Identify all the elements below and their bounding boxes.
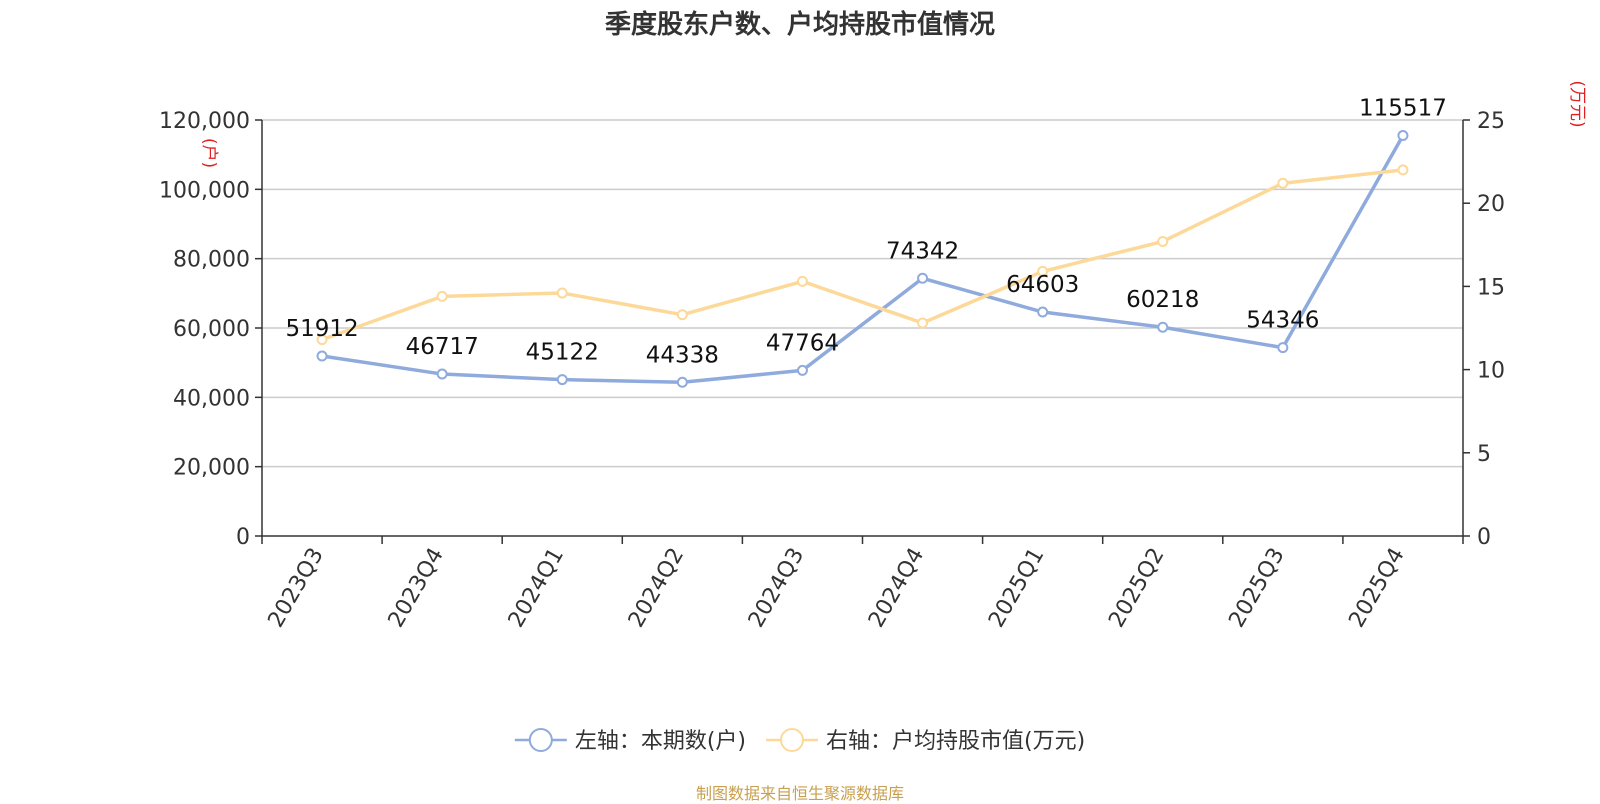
series-1-point <box>316 350 328 362</box>
data-label: 64603 <box>1006 272 1079 298</box>
legend[interactable]: 左轴：本期数(户) 右轴：户均持股市值(万元) <box>514 728 1085 754</box>
data-label: 51912 <box>285 316 358 342</box>
series-2-point <box>316 334 328 346</box>
grid-lines <box>262 119 1463 468</box>
left-axis-tick-label: 20,000 <box>173 456 250 481</box>
series-2-point <box>796 275 808 287</box>
series-2-point <box>556 287 568 299</box>
series-1-point <box>556 374 568 386</box>
left-axis-unit-label: (户) <box>199 138 219 168</box>
series-1-point <box>917 272 929 284</box>
data-label: 115517 <box>1359 96 1447 122</box>
series-1-point <box>676 376 688 388</box>
right-axis-tick-label: 10 <box>1477 359 1505 384</box>
x-axis-tick-label: 2025Q4 <box>1344 544 1409 632</box>
data-label: 74342 <box>886 238 959 264</box>
data-labels: 51912 46717 45122 44338 47764 74342 64603 60218… <box>285 96 1446 369</box>
x-axis-tick-label: 2024Q1 <box>504 544 569 632</box>
right-axis-tick-label: 20 <box>1477 192 1505 217</box>
data-label: 54346 <box>1246 308 1319 334</box>
data-label: 44338 <box>646 342 719 368</box>
legend-item-2[interactable]: 右轴：户均持股市值(万元) <box>766 728 1085 754</box>
series-1-point <box>436 368 448 380</box>
series-2-point <box>1037 265 1049 277</box>
axes: 0 20,000 40,000 60,000 80,000 100,000 120,000 0… <box>159 80 1587 631</box>
series-line-2 <box>321 168 1404 342</box>
series-1-point <box>1037 306 1049 318</box>
left-axis-tick-label: 80,000 <box>173 248 250 273</box>
right-axis-tick-label: 15 <box>1477 275 1505 300</box>
left-axis-tick-label: 120,000 <box>159 109 250 134</box>
data-label: 46717 <box>406 334 479 360</box>
x-axis-tick-label: 2024Q4 <box>864 544 929 632</box>
right-axis-tick-label: 0 <box>1477 525 1491 550</box>
data-label: 45122 <box>526 340 599 366</box>
x-axis-tick-label: 2023Q4 <box>384 544 449 632</box>
legend-label: 右轴：户均持股市值(万元) <box>826 729 1085 754</box>
x-axis-tick-label: 2024Q3 <box>744 544 809 632</box>
legend-circle-icon <box>780 728 804 752</box>
x-axis-tick-label: 2025Q3 <box>1224 544 1289 632</box>
x-axis-tick-label: 2025Q1 <box>984 544 1049 632</box>
right-axis-tick-label: 5 <box>1477 442 1491 467</box>
source-note: 制图数据来自恒生聚源数据库 <box>695 784 904 803</box>
legend-circle-icon <box>528 728 553 752</box>
series-2-point <box>1277 177 1289 189</box>
data-label: 60218 <box>1126 287 1199 313</box>
left-axis-tick-label: 60,000 <box>173 317 250 342</box>
series-lines <box>316 130 1409 388</box>
x-axis-tick-label: 2024Q2 <box>624 544 689 632</box>
left-axis-tick-label: 100,000 <box>159 178 250 203</box>
x-axis-tick-label: 2023Q3 <box>264 544 329 632</box>
series-1-point <box>1397 130 1409 142</box>
left-axis-tick-label: 40,000 <box>173 386 250 411</box>
x-axis-tick-label: 2025Q2 <box>1104 544 1169 632</box>
right-axis-unit-label: (万元) <box>1567 80 1587 127</box>
series-2-point <box>676 309 688 321</box>
chart-title: 季度股东户数、户均持股市值情况 <box>604 10 995 40</box>
series-2-point <box>1397 164 1409 176</box>
left-axis-tick-label: 0 <box>236 525 250 550</box>
series-1-point <box>1277 342 1289 354</box>
legend-label: 左轴：本期数(户) <box>575 729 746 754</box>
series-line-1 <box>321 134 1405 385</box>
series-1-point <box>1157 321 1169 333</box>
series-2-point <box>1157 235 1169 247</box>
series-2-point <box>436 290 448 302</box>
right-axis-tick-label: 25 <box>1477 109 1505 134</box>
series-1-point <box>796 364 808 376</box>
legend-item-1[interactable]: 左轴：本期数(户) <box>514 728 746 754</box>
data-label: 47764 <box>766 330 839 356</box>
series-2-point <box>917 317 929 329</box>
